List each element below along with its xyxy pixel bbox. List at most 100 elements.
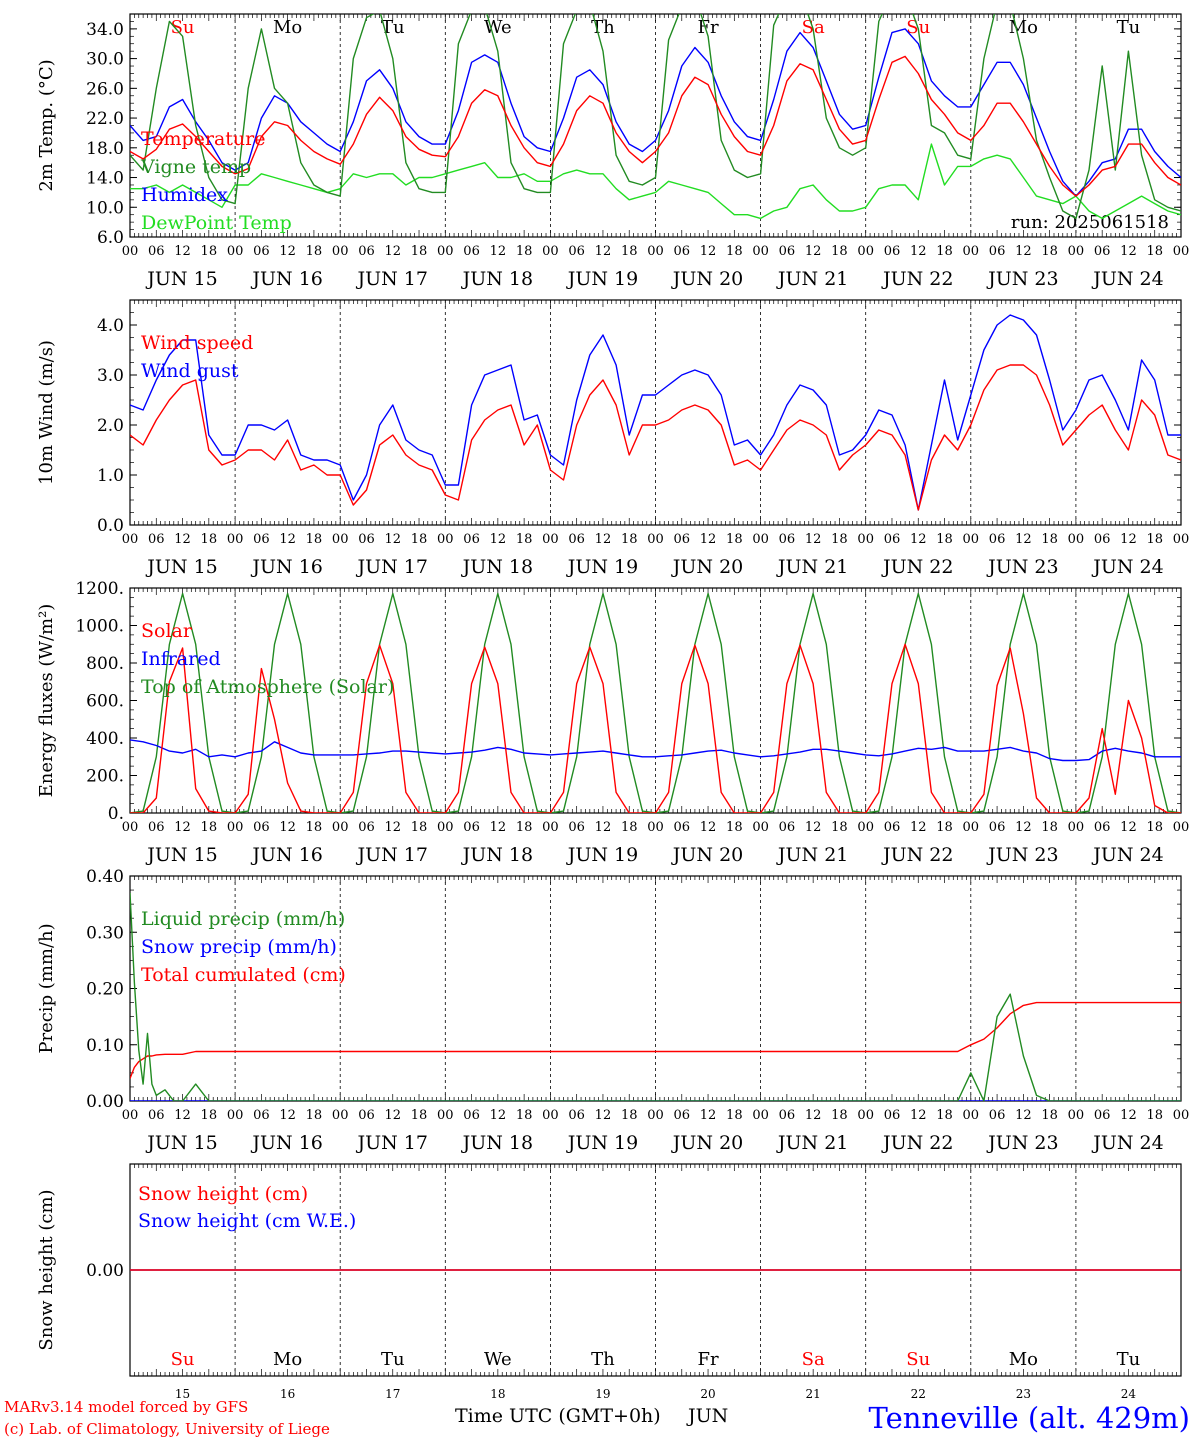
y-tick-label: 0. bbox=[108, 804, 124, 824]
hour-label: 06 bbox=[463, 820, 480, 835]
hour-label: 12 bbox=[384, 820, 401, 835]
hour-label: 12 bbox=[1120, 244, 1137, 259]
hour-label: 12 bbox=[700, 820, 717, 835]
hour-label: 18 bbox=[936, 820, 953, 835]
hour-label: 12 bbox=[279, 1108, 296, 1123]
hour-label: 18 bbox=[936, 1108, 953, 1123]
hour-label: 12 bbox=[490, 820, 507, 835]
hour-label: 00 bbox=[1068, 1108, 1085, 1123]
legend-entry: Solar bbox=[141, 620, 193, 642]
date-label: JUN 21 bbox=[776, 556, 848, 578]
hour-label: 00 bbox=[963, 532, 980, 547]
y-tick-label: 0.40 bbox=[86, 867, 124, 887]
hour-label: 06 bbox=[568, 532, 585, 547]
hour-label: 06 bbox=[884, 820, 901, 835]
hour-label: 18 bbox=[1041, 1108, 1058, 1123]
date-label: JUN 21 bbox=[776, 268, 848, 290]
panel-2: 0.0 1.0 2.0 3.0 4.0 10m Wind (m/s) 00 06 12 18 00 0… bbox=[36, 299, 1189, 578]
hour-label: 06 bbox=[779, 244, 796, 259]
hour-label: 18 bbox=[621, 820, 638, 835]
hour-label: 06 bbox=[1094, 820, 1111, 835]
hour-label: 00 bbox=[857, 532, 874, 547]
weekday-label: Mo bbox=[273, 1349, 302, 1370]
weekday-label: We bbox=[484, 17, 512, 38]
y-tick-label: 14.0 bbox=[86, 169, 124, 189]
date-label: JUN 23 bbox=[986, 268, 1058, 290]
date-label: JUN 23 bbox=[986, 844, 1058, 866]
date-label: JUN 19 bbox=[566, 268, 638, 290]
y-tick-label: 4.0 bbox=[97, 316, 124, 336]
hour-label: 18 bbox=[831, 820, 848, 835]
weekday-label: Su bbox=[171, 17, 195, 38]
hour-label: 18 bbox=[726, 532, 743, 547]
y-tick-label: 0.10 bbox=[86, 1036, 124, 1056]
hour-label: 06 bbox=[463, 244, 480, 259]
hour-label: 06 bbox=[989, 244, 1006, 259]
date-number: 21 bbox=[806, 1387, 821, 1401]
hour-label: 12 bbox=[1015, 244, 1032, 259]
date-number: 17 bbox=[385, 1387, 400, 1401]
date-label: JUN 24 bbox=[1091, 1132, 1163, 1154]
hour-label: 18 bbox=[1146, 532, 1163, 547]
hour-label: 18 bbox=[1041, 244, 1058, 259]
date-number: 19 bbox=[595, 1387, 610, 1401]
hour-label: 12 bbox=[595, 244, 612, 259]
hour-label: 06 bbox=[568, 244, 585, 259]
station-name: Tenneville (alt. 429m) bbox=[869, 1401, 1191, 1435]
hour-label: 12 bbox=[174, 1108, 191, 1123]
date-label: JUN 22 bbox=[881, 556, 953, 578]
hour-label: 18 bbox=[306, 820, 323, 835]
hour-label: 00 bbox=[647, 244, 664, 259]
hour-label: 00 bbox=[122, 1108, 139, 1123]
hour-label: 18 bbox=[621, 532, 638, 547]
hour-label: 18 bbox=[831, 244, 848, 259]
hour-label: 12 bbox=[174, 244, 191, 259]
hour-label: 12 bbox=[384, 532, 401, 547]
hour-label: 00 bbox=[1173, 1108, 1190, 1123]
hour-label: 00 bbox=[963, 1108, 980, 1123]
legend-entry: Liquid precip (mm/h) bbox=[141, 908, 345, 930]
hour-label: 18 bbox=[306, 244, 323, 259]
hour-label: 00 bbox=[227, 820, 244, 835]
hour-label: 06 bbox=[674, 820, 691, 835]
footer: MARv3.14 model forced by GFS (c) Lab. of… bbox=[4, 1398, 1190, 1438]
series-line-liquid-precip-mm-h bbox=[130, 892, 1181, 1101]
hour-label: 18 bbox=[201, 820, 218, 835]
y-tick-label: 30.0 bbox=[86, 50, 124, 70]
hour-label: 18 bbox=[726, 244, 743, 259]
hour-label: 00 bbox=[857, 244, 874, 259]
hour-label: 06 bbox=[358, 244, 375, 259]
y-tick-label: 0.20 bbox=[86, 980, 124, 1000]
y-tick-label: 600. bbox=[86, 692, 124, 712]
legend-entry: DewPoint Temp bbox=[141, 212, 292, 234]
weekday-label: Th bbox=[591, 1349, 615, 1370]
series-group bbox=[130, 592, 1181, 813]
legend-entry: Total cumulated (cm) bbox=[141, 964, 346, 986]
hour-label: 06 bbox=[1094, 1108, 1111, 1123]
date-label: JUN 16 bbox=[250, 1132, 322, 1154]
date-label: JUN 22 bbox=[881, 1132, 953, 1154]
hour-label: 12 bbox=[384, 244, 401, 259]
hour-label: 12 bbox=[595, 532, 612, 547]
y-tick-label: 10.0 bbox=[86, 198, 124, 218]
hour-label: 00 bbox=[542, 1108, 559, 1123]
date-label: JUN 17 bbox=[356, 1132, 428, 1154]
hour-label: 00 bbox=[437, 1108, 454, 1123]
series-line-wind-speed bbox=[130, 364, 1181, 511]
hour-label: 00 bbox=[227, 1108, 244, 1123]
hour-label: 00 bbox=[752, 820, 769, 835]
hour-label: 18 bbox=[1146, 244, 1163, 259]
hour-label: 12 bbox=[1120, 532, 1137, 547]
date-label: JUN 21 bbox=[776, 1132, 848, 1154]
hour-label: 06 bbox=[358, 532, 375, 547]
date-number: 18 bbox=[490, 1387, 505, 1401]
date-label: JUN 22 bbox=[881, 844, 953, 866]
hour-label: 06 bbox=[253, 532, 270, 547]
date-number: 23 bbox=[1016, 1387, 1031, 1401]
hour-label: 12 bbox=[384, 1108, 401, 1123]
hour-label: 12 bbox=[1015, 1108, 1032, 1123]
hour-label: 18 bbox=[726, 820, 743, 835]
series-line-wind-gust bbox=[130, 314, 1181, 511]
hour-label: 12 bbox=[805, 1108, 822, 1123]
date-label: JUN 16 bbox=[250, 268, 322, 290]
